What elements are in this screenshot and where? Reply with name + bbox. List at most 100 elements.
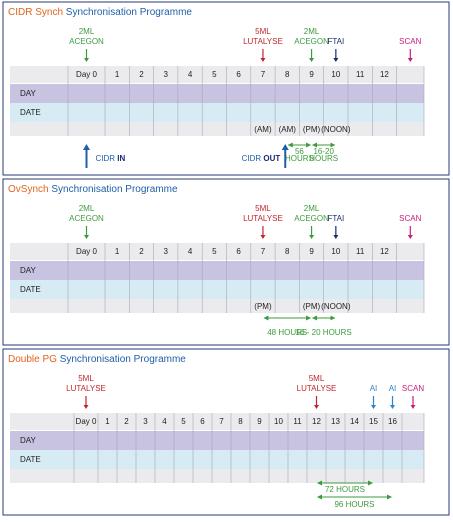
event-label: 5ML — [255, 27, 271, 36]
column-header: 10 — [331, 70, 340, 79]
time-note: (NOON) — [321, 302, 351, 311]
cidr-label: CIDR IN — [96, 154, 126, 163]
interval-label: HOURS — [285, 154, 314, 163]
event-label: SCAN — [399, 37, 421, 46]
cidr-word: CIDR — [96, 154, 116, 163]
column-header: 9 — [309, 70, 314, 79]
panel-border — [2, 1, 450, 176]
event-arrow-head — [333, 235, 339, 239]
cidr-action: IN — [117, 154, 125, 163]
column-header: Day 0 — [76, 417, 97, 426]
time-note: (NOON) — [321, 125, 351, 134]
title-program: OvSynch — [8, 184, 49, 195]
panel-title: CIDR Synch Synchronisation Programme — [8, 7, 192, 18]
event-label: ACEGON — [294, 37, 329, 46]
event-label: 2ML — [304, 27, 320, 36]
column-header: 3 — [164, 70, 169, 79]
column-header: 5 — [181, 417, 186, 426]
column-header: 12 — [380, 247, 389, 256]
column-header: 6 — [236, 247, 241, 256]
column-header: 3 — [143, 417, 148, 426]
event-label: ACEGON — [294, 214, 329, 223]
event-arrow-head — [407, 58, 413, 62]
event-label: ACEGON — [69, 37, 104, 46]
row-label: DAY — [20, 436, 37, 445]
column-header: 11 — [356, 70, 365, 79]
interval-label: 56 — [295, 147, 304, 156]
column-header: 10 — [331, 247, 340, 256]
column-header: 9 — [257, 417, 262, 426]
table-row — [10, 103, 424, 122]
column-header: 7 — [261, 247, 266, 256]
event-arrow-head — [84, 235, 89, 239]
cidr-label: CIDR OUT — [242, 154, 281, 163]
panel-title: Double PG Synchronisation Programme — [8, 354, 186, 365]
event-label: AI — [389, 384, 397, 393]
time-note: (PM) — [303, 302, 321, 311]
cidr-arrow-head — [83, 144, 90, 150]
event-arrow-head — [371, 405, 376, 409]
title-program: Double PG — [8, 354, 57, 365]
column-header: 4 — [162, 417, 167, 426]
column-header: 2 — [139, 247, 144, 256]
column-header: 12 — [380, 70, 389, 79]
column-header: 7 — [219, 417, 224, 426]
event-arrow-head — [333, 58, 339, 62]
table-row — [10, 261, 424, 280]
cidr-word: CIDR — [242, 154, 262, 163]
event-label: 5ML — [255, 204, 271, 213]
event-label: 5ML — [78, 374, 94, 383]
panel-border — [2, 348, 450, 516]
column-header: 6 — [236, 70, 241, 79]
table-row — [10, 413, 424, 430]
row-label: DAY — [20, 266, 37, 275]
column-header: 13 — [331, 417, 340, 426]
column-header: 15 — [369, 417, 378, 426]
column-header: Day 0 — [76, 247, 97, 256]
table-row — [10, 469, 424, 483]
column-header: 12 — [312, 417, 321, 426]
panel-title: OvSynch Synchronisation Programme — [8, 184, 178, 195]
cidr-arrow-head — [281, 144, 289, 150]
table-row — [10, 84, 424, 103]
event-arrow-head — [260, 235, 266, 239]
column-header: 5 — [212, 70, 217, 79]
column-header: Day 0 — [76, 70, 97, 79]
column-header: 3 — [164, 247, 169, 256]
table-row — [10, 243, 424, 260]
event-label: AI — [370, 384, 378, 393]
row-label: DATE — [20, 285, 41, 294]
event-label: FTAI — [327, 37, 344, 46]
event-label: 2ML — [79, 27, 95, 36]
column-header: 8 — [285, 70, 290, 79]
event-arrow-head — [309, 235, 315, 239]
table-row — [10, 66, 424, 83]
column-header: 1 — [115, 70, 120, 79]
column-header: 16 — [388, 417, 397, 426]
event-arrow-head — [410, 405, 416, 409]
event-label: ACEGON — [69, 214, 104, 223]
column-header: 1 — [105, 417, 110, 426]
column-header: 4 — [188, 70, 193, 79]
event-arrow-head — [84, 58, 89, 62]
event-label: SCAN — [399, 214, 421, 223]
time-note: (AM) — [254, 125, 272, 134]
event-arrow-head — [407, 235, 413, 239]
cidr-action: OUT — [263, 154, 280, 163]
column-header: 14 — [350, 417, 359, 426]
event-label: FTAI — [327, 214, 344, 223]
row-label: DATE — [20, 108, 41, 117]
time-note: (PM) — [254, 302, 272, 311]
event-label: LUTALYSE — [243, 37, 283, 46]
column-header: 8 — [285, 247, 290, 256]
time-note: (AM) — [279, 125, 297, 134]
row-label: DAY — [20, 89, 37, 98]
column-header: 9 — [309, 247, 314, 256]
table-row — [10, 299, 424, 313]
event-label: LUTALYSE — [297, 384, 337, 393]
interval-label: 16 - 20 HOURS — [296, 328, 352, 337]
event-label: 5ML — [309, 374, 325, 383]
title-program: CIDR Synch — [8, 7, 63, 18]
column-header: 5 — [212, 247, 217, 256]
